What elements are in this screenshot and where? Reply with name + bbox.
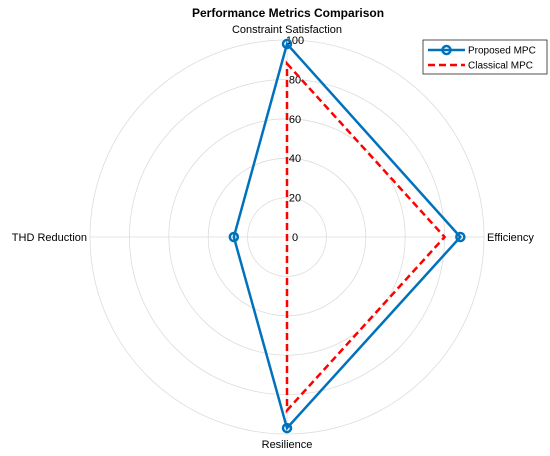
axis-labels: Constraint Satisfaction Efficiency Resilie… [12, 24, 535, 451]
tick-label-20: 20 [289, 193, 301, 205]
tick-label-40: 40 [289, 153, 301, 165]
legend[interactable]: Proposed MPC Classical MPC [422, 39, 548, 75]
series-line-classical-mpc [285, 60, 447, 414]
axis-label-efficiency: Efficiency [487, 232, 534, 244]
chart-title: Performance Metrics Comparison [192, 6, 384, 20]
legend-label-proposed: Proposed MPC [468, 46, 536, 57]
axis-label-resilience: Resilience [262, 439, 313, 451]
series-layer [228, 38, 466, 434]
tick-label-0: 0 [292, 232, 298, 244]
legend-label-classical: Classical MPC [468, 61, 533, 72]
series-line-proposed-mpc [232, 41, 463, 431]
series-point-proposed-mpc-2 [281, 422, 293, 434]
series-point-proposed-mpc-0 [281, 38, 293, 50]
axis-label-constraint-satisfaction: Constraint Satisfaction [232, 24, 342, 36]
series-point-proposed-mpc-3 [228, 231, 240, 243]
legend-marker-proposed [441, 44, 452, 56]
tick-label-60: 60 [289, 114, 301, 126]
series-point-proposed-mpc-1 [455, 231, 466, 243]
axis-label-thd-reduction: THD Reduction [12, 232, 87, 244]
